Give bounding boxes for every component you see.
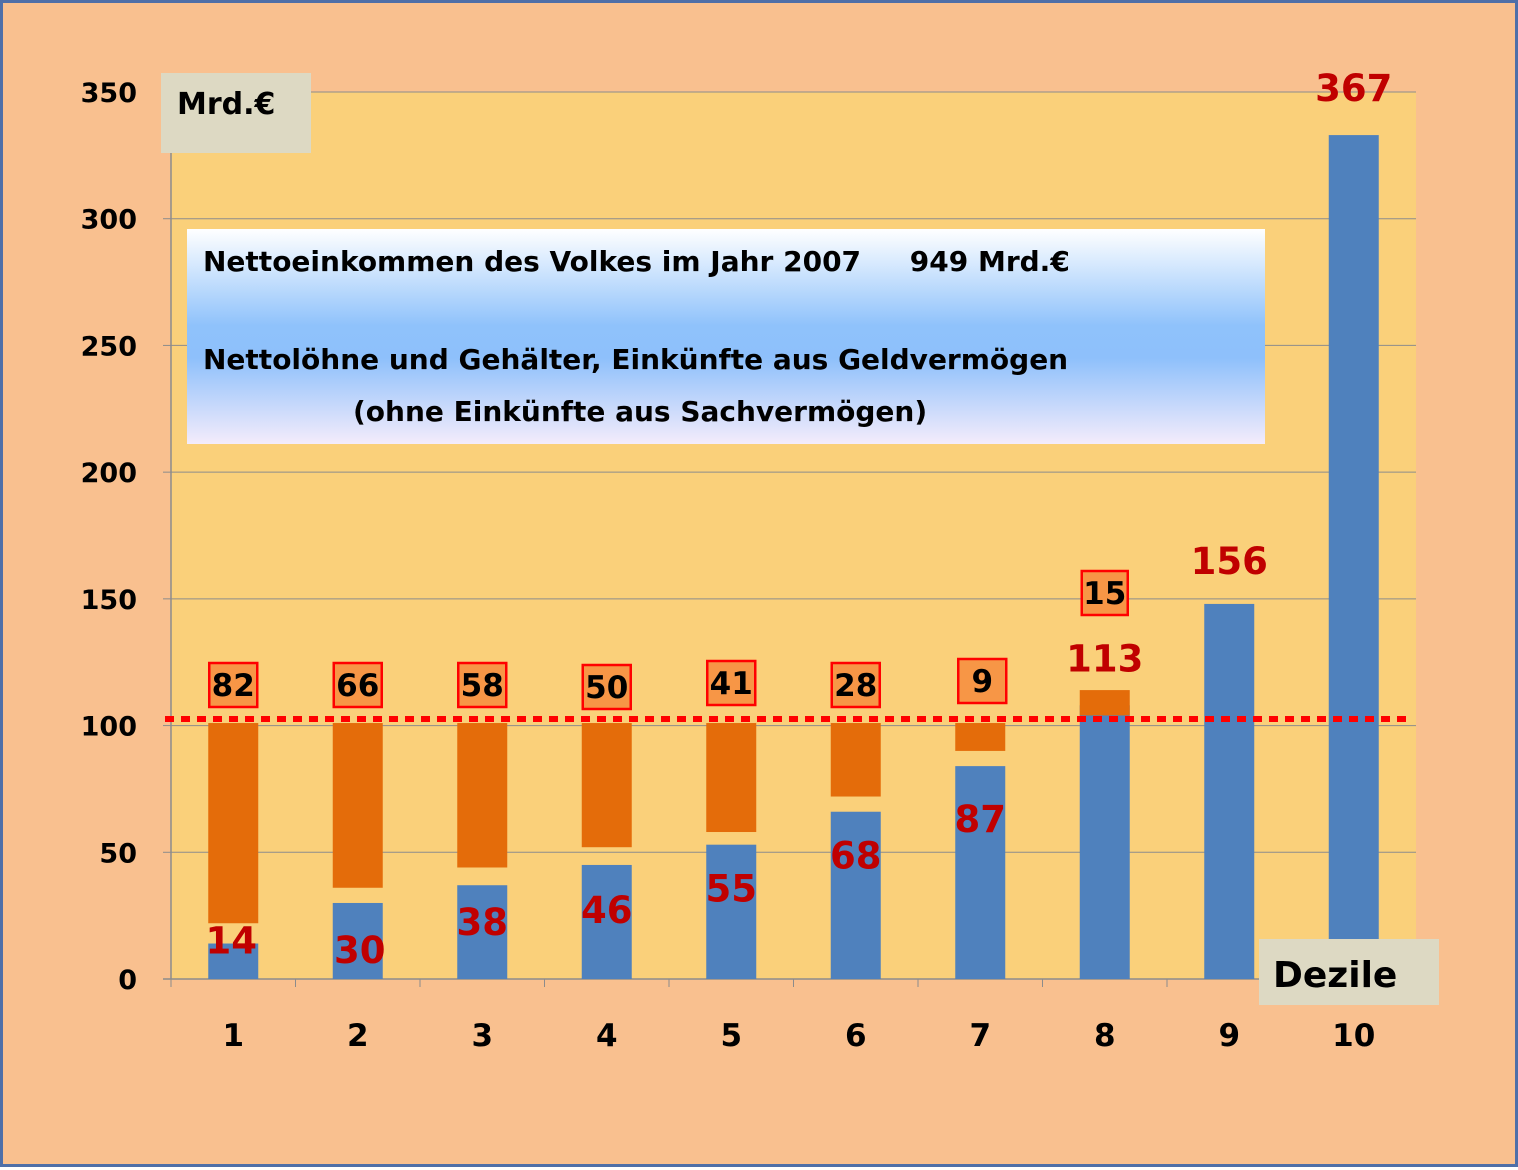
income-bar <box>581 864 632 979</box>
gap-bar <box>1079 690 1130 716</box>
value-label: 30 <box>334 929 386 972</box>
income-bar <box>332 902 383 979</box>
x-tick-label: 4 <box>596 1018 618 1054</box>
x-tick-label: 10 <box>1332 1018 1375 1054</box>
x-unit-label: Dezile <box>1259 939 1439 1005</box>
gap-label: 58 <box>461 668 504 704</box>
y-tick-label: 250 <box>81 331 137 362</box>
value-label: 87 <box>955 798 1007 841</box>
income-bar <box>1328 135 1379 979</box>
y-tick-label: 350 <box>81 78 137 109</box>
value-label: 156 <box>1191 540 1268 583</box>
y-tick-label: 0 <box>118 965 137 996</box>
info-description: Nettolöhne und Gehälter, Einkünfte aus G… <box>203 343 1069 376</box>
gap-label-box <box>581 663 632 711</box>
y-tick-label: 100 <box>81 712 137 743</box>
gap-label-box <box>957 657 1008 705</box>
income-bar <box>457 885 508 979</box>
y-unit-label: Mrd.€ <box>161 73 311 153</box>
income-bar <box>706 844 757 979</box>
income-bar <box>208 943 259 979</box>
income-bar <box>955 766 1006 979</box>
value-label: 14 <box>206 920 258 963</box>
gap-label: 15 <box>1083 576 1126 612</box>
value-labels: 14 30 38 46 55 68 87 113 156 367 <box>206 67 1393 972</box>
x-tick-label: 8 <box>1094 1018 1116 1054</box>
gap-label-box <box>706 659 757 707</box>
gap-label: 82 <box>212 668 255 704</box>
gap-bar <box>830 723 881 797</box>
value-label: 68 <box>830 835 882 878</box>
x-tick-label: 9 <box>1218 1018 1240 1054</box>
income-bars <box>208 135 1379 979</box>
value-label: 367 <box>1315 67 1392 110</box>
info-box: Nettoeinkommen des Volkes im Jahr 2007 9… <box>187 229 1265 444</box>
value-label: 38 <box>457 901 509 944</box>
income-bar <box>1079 705 1130 979</box>
gap-bar <box>706 723 757 833</box>
value-label: 113 <box>1066 637 1143 680</box>
y-tick-label: 200 <box>81 458 137 489</box>
gap-label: 28 <box>834 668 877 704</box>
y-tick-label: 150 <box>81 585 137 616</box>
gap-bar <box>332 723 383 888</box>
y-tick-label: 300 <box>81 205 137 236</box>
x-tick-label: 5 <box>720 1018 742 1054</box>
gap-label: 66 <box>336 668 379 704</box>
info-total-income: Nettoeinkommen des Volkes im Jahr 2007 9… <box>203 245 1070 278</box>
gap-bars <box>208 690 1130 924</box>
gap-label-box <box>457 661 508 709</box>
x-tick-label: 7 <box>969 1018 991 1054</box>
gap-label: 41 <box>710 666 753 702</box>
info-note: (ohne Einkünfte aus Sachvermögen) <box>353 395 928 428</box>
x-tick-label: 3 <box>471 1018 493 1054</box>
income-bar <box>830 811 881 979</box>
income-bar <box>1204 603 1255 979</box>
gap-bar <box>457 723 508 868</box>
gap-labels: 82 66 58 50 41 28 9 15 <box>208 569 1129 711</box>
x-tick-label: 2 <box>347 1018 369 1054</box>
value-label: 46 <box>581 889 633 932</box>
gap-label: 9 <box>971 664 993 700</box>
gap-bar <box>955 723 1006 751</box>
gap-bar <box>208 723 259 924</box>
gap-bar <box>581 723 632 848</box>
x-tick-label: 6 <box>845 1018 867 1054</box>
gap-label: 50 <box>585 670 628 706</box>
gap-label-box <box>830 661 881 709</box>
gap-label-box <box>1080 569 1129 617</box>
gap-label-box <box>332 661 383 709</box>
y-axis-ticks: 0 50 100 150 200 250 300 350 <box>81 78 171 996</box>
x-tick-label: 1 <box>222 1018 244 1054</box>
value-label: 55 <box>706 868 758 911</box>
y-tick-label: 50 <box>99 838 137 869</box>
gap-label-box <box>208 661 259 709</box>
x-axis-ticks: 1 2 3 4 5 6 7 8 9 10 <box>170 979 1417 1054</box>
